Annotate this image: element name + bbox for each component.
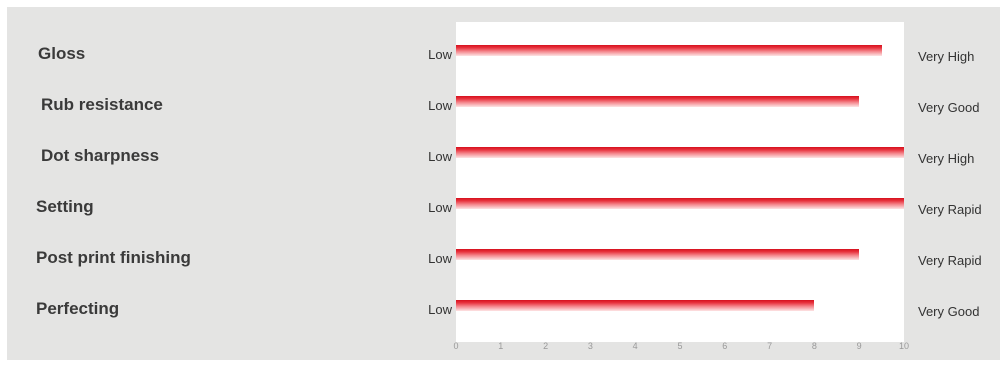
scale-high-label: Very Rapid <box>918 202 982 217</box>
scale-low-label: Low <box>428 98 452 113</box>
x-tick-label: 7 <box>767 341 773 351</box>
x-tick-label: 2 <box>543 341 549 351</box>
x-tick-label: 8 <box>811 341 817 351</box>
scale-low-label: Low <box>428 149 452 164</box>
scale-high-label: Very Good <box>918 100 980 115</box>
category-label: Gloss <box>38 44 86 63</box>
category-label: Setting <box>36 197 94 216</box>
scale-high-label: Very Good <box>918 304 980 319</box>
scale-high-label: Very High <box>918 49 975 64</box>
bar <box>456 147 904 158</box>
scale-low-label: Low <box>428 251 452 266</box>
scale-low-label: Low <box>428 200 452 215</box>
category-label: Perfecting <box>36 299 120 318</box>
x-tick-label: 10 <box>898 341 909 351</box>
x-tick-label: 1 <box>498 341 504 351</box>
x-tick-label: 5 <box>677 341 683 351</box>
x-tick-label: 3 <box>587 341 593 351</box>
x-tick-label: 4 <box>632 341 638 351</box>
category-label: Post print finishing <box>36 248 191 267</box>
category-label: Rub resistance <box>41 95 163 114</box>
bar <box>456 198 904 209</box>
scale-high-label: Very Rapid <box>918 253 982 268</box>
bar <box>456 96 860 107</box>
scale-low-label: Low <box>428 47 452 62</box>
x-tick-label: 9 <box>856 341 862 351</box>
bar <box>456 45 882 56</box>
bar <box>456 249 860 260</box>
plot-area <box>456 22 904 342</box>
x-tick-label: 0 <box>453 341 459 351</box>
bar <box>456 300 815 311</box>
scale-low-label: Low <box>428 302 452 317</box>
scale-high-label: Very High <box>918 151 975 166</box>
x-tick-label: 6 <box>722 341 728 351</box>
category-label: Dot sharpness <box>41 146 160 165</box>
